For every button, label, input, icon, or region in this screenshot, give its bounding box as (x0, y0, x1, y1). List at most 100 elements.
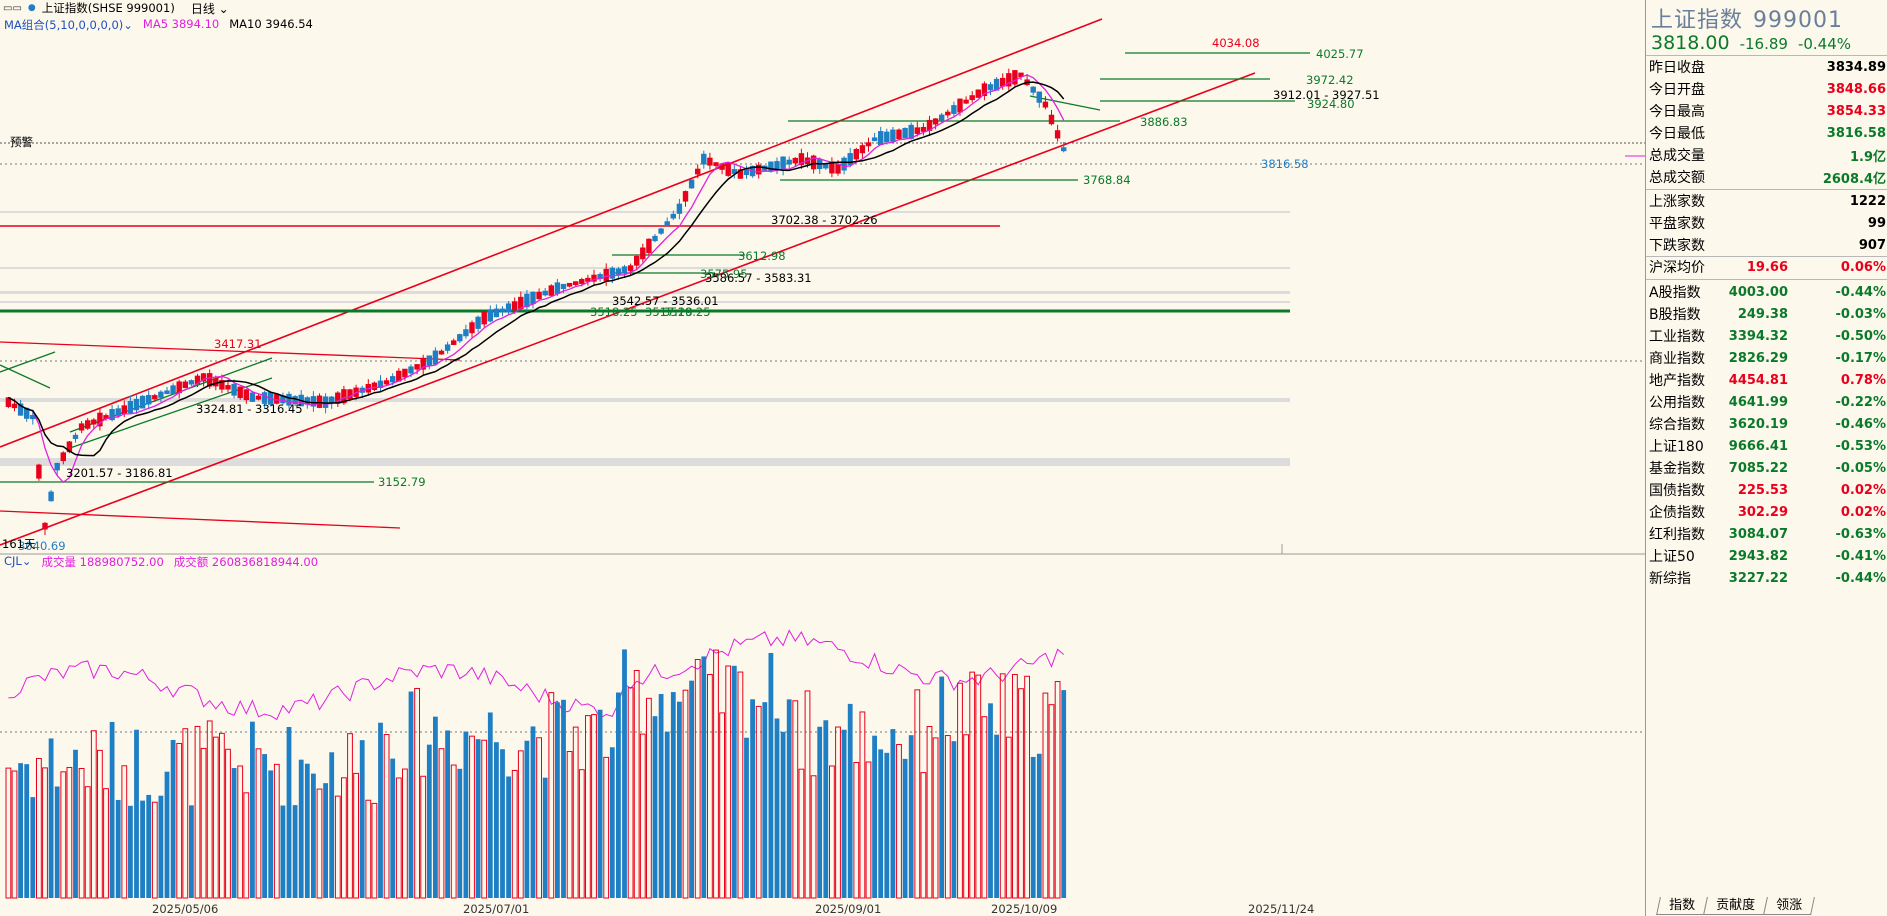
candle (938, 114, 945, 121)
title-bar: ▭▭ ● 上证指数(SHSE 999001) 日线 ⌄ (0, 0, 229, 16)
volume-bar (658, 694, 664, 898)
price-change-pct: -0.44% (1797, 35, 1852, 53)
volume-bar (633, 669, 640, 899)
candle (725, 162, 731, 176)
candle (591, 274, 597, 282)
price-label: 3417.31 (214, 337, 262, 351)
candle (48, 491, 54, 502)
volume-bar (646, 697, 652, 899)
candle (146, 394, 152, 405)
volume-bar (121, 765, 128, 899)
volume-bar (517, 750, 524, 899)
index-row[interactable]: 国债指数 225.53 0.02% (1649, 482, 1886, 500)
volume-bar (774, 718, 780, 898)
chart-area[interactable]: 4034.08 4025.77 3972.42 3912.01 - 3927.51 39… (0, 0, 1645, 916)
candle (261, 392, 268, 404)
candle (835, 164, 841, 174)
volume-bar (835, 726, 841, 899)
index-row[interactable]: 地产指数 4454.81 0.78% (1649, 372, 1886, 390)
candle (585, 277, 591, 282)
index-row[interactable]: 商业指数 2826.29 -0.17% (1649, 350, 1886, 368)
volume-bar (920, 772, 927, 899)
candle (402, 368, 408, 378)
volume-bar (731, 665, 737, 898)
index-row[interactable]: 红利指数 3084.07 -0.63% (1649, 526, 1886, 544)
volume-bar (719, 712, 726, 899)
volume-bar (988, 703, 993, 898)
volume-bar (603, 756, 610, 899)
volume-bar (219, 732, 225, 899)
volume-bar (212, 736, 219, 899)
volume-bar (42, 767, 48, 899)
ma-group-selector[interactable]: MA组合(5,10,0,0,0,0)⌄ (4, 18, 133, 32)
tab-leaders[interactable]: 领涨 (1763, 897, 1815, 915)
index-row[interactable]: 上证180 9666.41 -0.53% (1649, 438, 1886, 456)
last-price: 3818.00 (1651, 32, 1730, 54)
index-row[interactable]: 上证50 2943.82 -0.41% (1649, 548, 1886, 566)
candle (54, 462, 60, 471)
x-axis-date: 2025/10/09 (991, 902, 1058, 916)
stat-row: 昨日收盘 3834.89 (1649, 59, 1886, 77)
volume-bar (1012, 673, 1018, 899)
candle (682, 191, 689, 202)
volume-bar (273, 763, 280, 899)
candle (389, 376, 396, 383)
volume-bar (426, 744, 432, 898)
volume-bar (914, 689, 921, 899)
candle (554, 282, 561, 294)
volume-bar (627, 687, 634, 899)
candle (853, 148, 860, 160)
volume-bar (78, 768, 85, 899)
volume-bar (999, 673, 1006, 899)
candle (615, 268, 622, 275)
candle (207, 373, 213, 387)
index-row[interactable]: 综合指数 3620.19 -0.46% (1649, 416, 1886, 434)
amount-value: 成交额 260836818944.00 (173, 555, 319, 569)
volume-bar (939, 676, 945, 898)
index-row[interactable]: 新综指 3227.22 -0.44% (1649, 570, 1886, 588)
volume-bar (616, 692, 621, 898)
candle (841, 157, 847, 171)
volume-bar (694, 659, 701, 899)
candle (914, 127, 921, 134)
volume-bar (134, 729, 139, 898)
avg-price-row: 沪深均价 19.66 0.06% (1649, 259, 1886, 277)
index-row[interactable]: 工业指数 3394.32 -0.50% (1649, 328, 1886, 346)
candle (945, 111, 951, 116)
price-label: 3201.57 - 3186.81 (66, 466, 173, 480)
volume-bar (243, 792, 250, 899)
volume-bar (969, 671, 976, 899)
candle (640, 247, 646, 260)
volume-bar (140, 800, 145, 898)
candle (493, 308, 500, 318)
volume-indicator-selector[interactable]: CJL⌄ (4, 554, 32, 568)
index-row[interactable]: 基金指数 7085.22 -0.05% (1649, 460, 1886, 478)
volume-bar (786, 699, 792, 898)
candle (450, 340, 457, 345)
volume-bar (755, 705, 762, 899)
candle (42, 522, 48, 530)
candle (768, 161, 774, 172)
volume-bar (677, 701, 682, 898)
candle (225, 385, 231, 390)
volume-bar (146, 794, 152, 898)
breadth-row: 上涨家数 1222 (1649, 193, 1886, 211)
candle (798, 153, 805, 166)
index-row[interactable]: 公用指数 4641.99 -0.22% (1649, 394, 1886, 412)
period-selector[interactable]: 日线 ⌄ (190, 1, 229, 16)
candle (688, 179, 695, 189)
volume-bar (1018, 688, 1024, 899)
tab-contribution[interactable]: 贡献度 (1703, 897, 1768, 915)
candle (91, 419, 97, 425)
stat-row: 今日最高 3854.33 (1649, 103, 1886, 121)
volume-bar (206, 720, 213, 899)
index-row[interactable]: 企债指数 302.29 0.02% (1649, 504, 1886, 522)
index-row[interactable]: A股指数 4003.00 -0.44% (1649, 284, 1886, 302)
volume-bar (572, 726, 579, 899)
tab-index[interactable]: 指数 (1656, 897, 1708, 915)
candle (713, 162, 719, 166)
toolbar-icon[interactable]: ▭▭ (3, 2, 22, 14)
index-row[interactable]: B股指数 249.38 -0.03% (1649, 306, 1886, 324)
volume-bar (622, 649, 627, 898)
